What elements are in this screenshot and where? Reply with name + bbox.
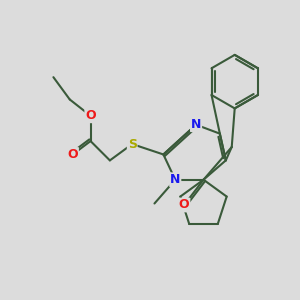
Text: O: O: [68, 148, 78, 161]
Text: O: O: [85, 109, 96, 122]
Text: N: N: [170, 173, 181, 186]
Text: N: N: [191, 118, 201, 131]
Text: O: O: [179, 199, 190, 212]
Text: S: S: [128, 138, 137, 151]
